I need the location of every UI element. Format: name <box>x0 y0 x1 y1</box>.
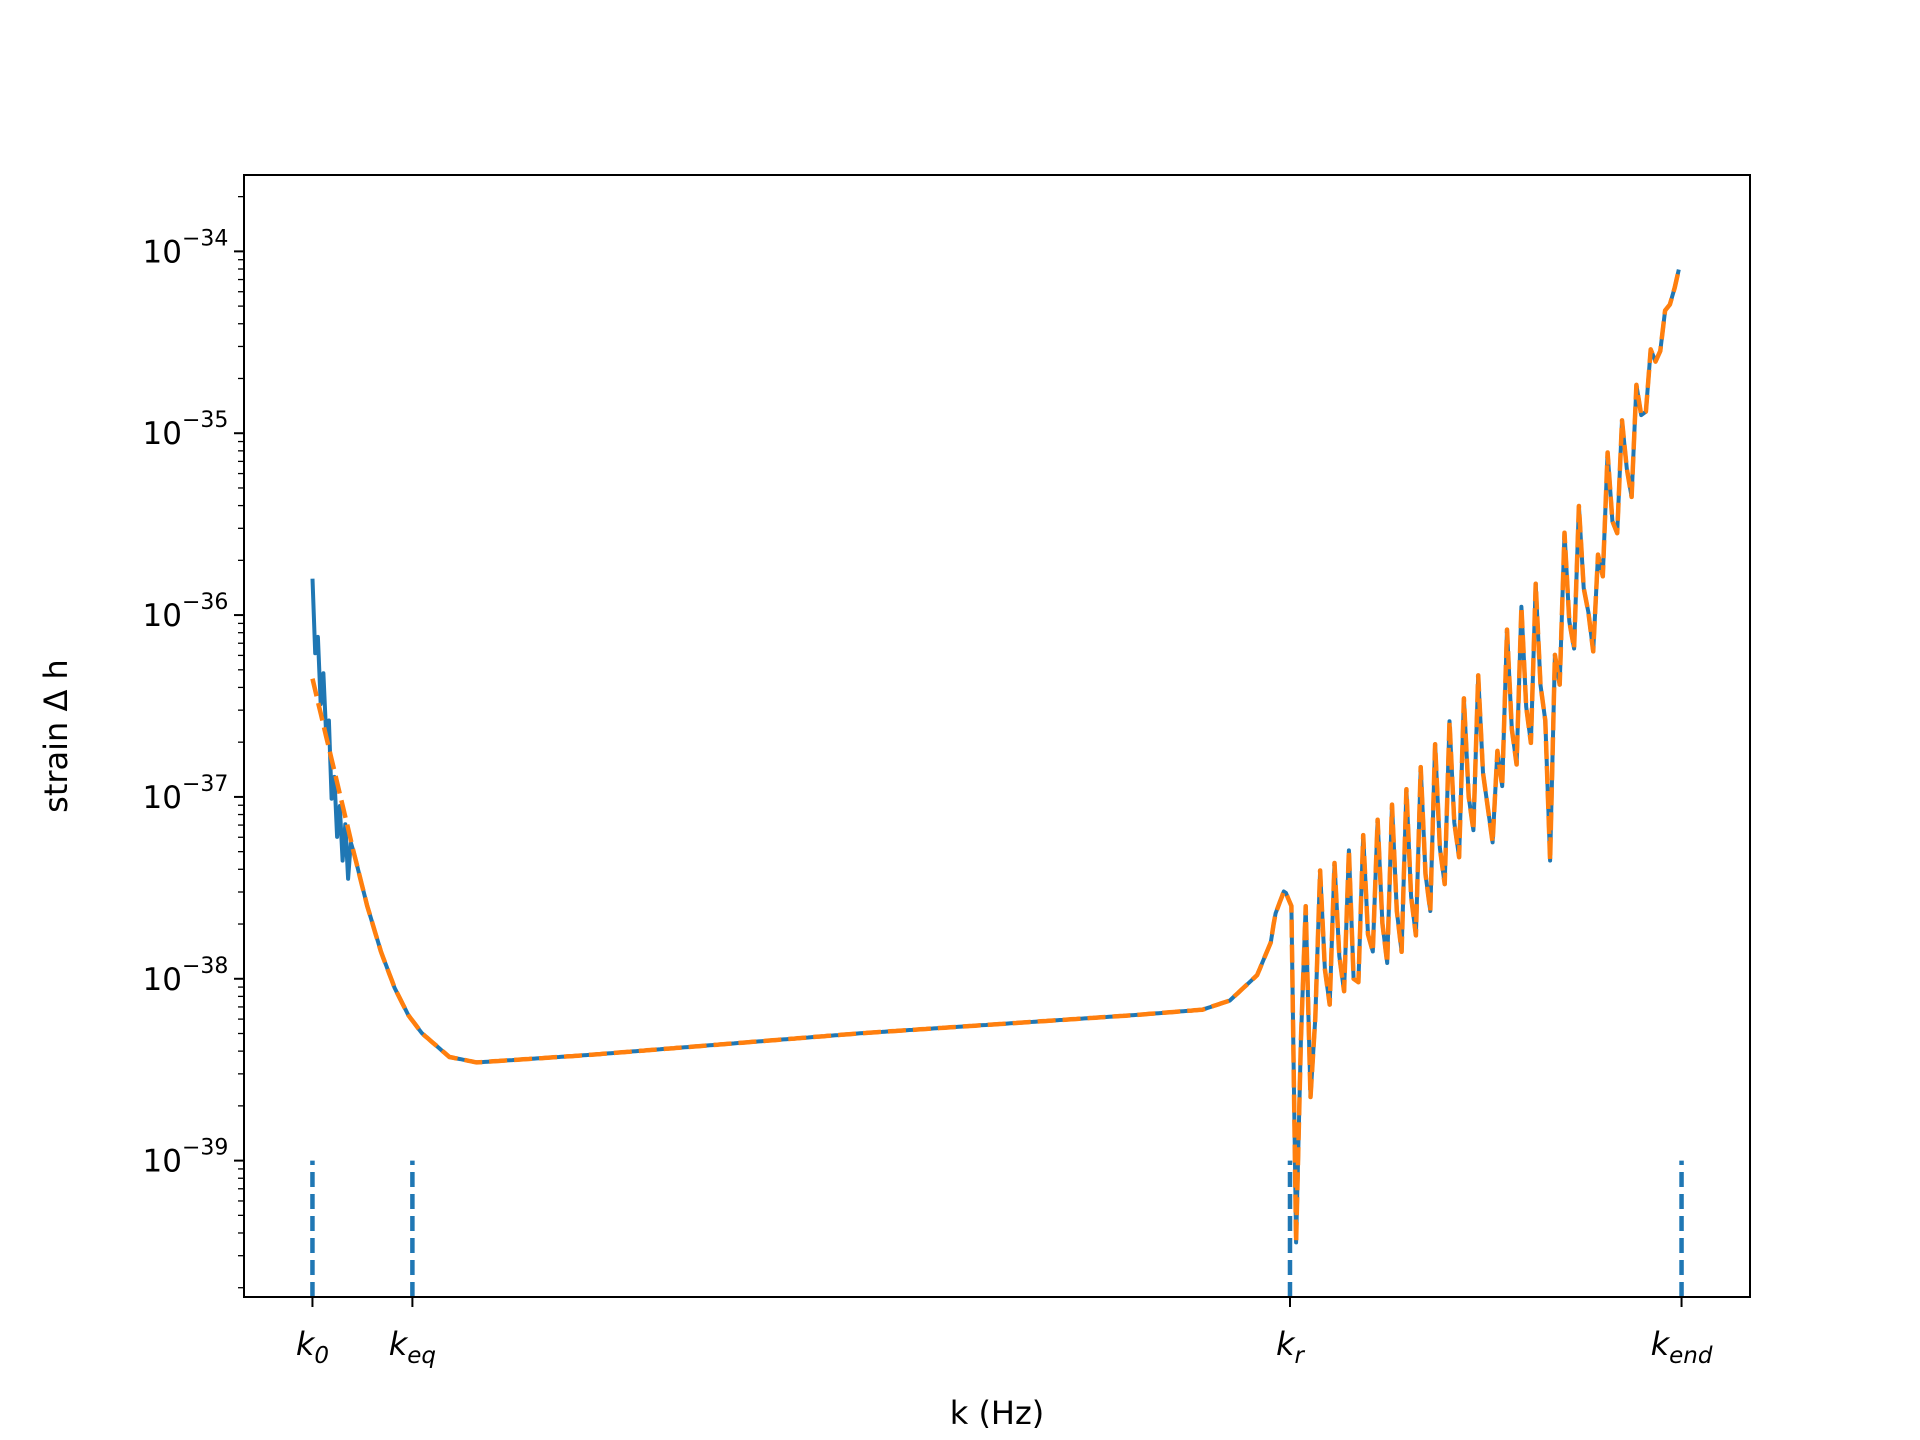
xtick-label-sub: eq <box>407 1343 436 1369</box>
ytick-label: 10 <box>143 1144 182 1180</box>
ytick-label: 10 <box>143 416 182 452</box>
ytick-exponent: −34 <box>182 226 228 251</box>
series-solid-line <box>310 269 1681 1245</box>
x-axis: k0 keq kr kend <box>296 1297 1713 1369</box>
xtick-label: k0 <box>296 1325 329 1369</box>
xtick-label-sub: r <box>1295 1343 1306 1369</box>
ytick-exponent: −39 <box>182 1136 228 1161</box>
xtick-label: keq <box>389 1325 436 1369</box>
xtick-label-main: k <box>389 1325 409 1363</box>
ytick-label: 10 <box>143 598 182 634</box>
ytick-label: 10 <box>143 780 182 816</box>
x-axis-label: k (Hz) <box>950 1394 1045 1432</box>
ytick-exponent: −38 <box>182 954 228 979</box>
xtick-label: kend <box>1651 1325 1713 1369</box>
xtick-label: kr <box>1276 1325 1306 1369</box>
xtick-label-sub: 0 <box>314 1343 329 1369</box>
xtick-label-main: k <box>1276 1325 1296 1363</box>
ytick-exponent: −35 <box>182 408 228 433</box>
y-axis-label: strain Δ h <box>37 659 75 813</box>
series-layer <box>310 269 1681 1245</box>
plot-frame <box>243 174 1751 1298</box>
ytick-exponent: −36 <box>182 590 228 615</box>
xtick-label-main: k <box>1651 1325 1671 1363</box>
ytick-label: 10 <box>143 234 182 270</box>
vertical-markers <box>310 1160 1684 1297</box>
ytick-exponent: −37 <box>182 772 228 797</box>
series-dashed-line <box>310 269 1681 1245</box>
xtick-label-main: k <box>296 1325 316 1363</box>
xtick-label-sub: end <box>1669 1343 1713 1369</box>
ytick-label: 10 <box>143 962 182 998</box>
